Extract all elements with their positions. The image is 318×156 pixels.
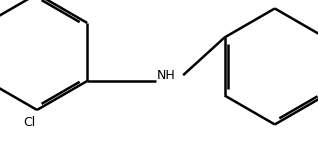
- Text: Cl: Cl: [23, 117, 35, 129]
- Text: NH: NH: [156, 69, 175, 82]
